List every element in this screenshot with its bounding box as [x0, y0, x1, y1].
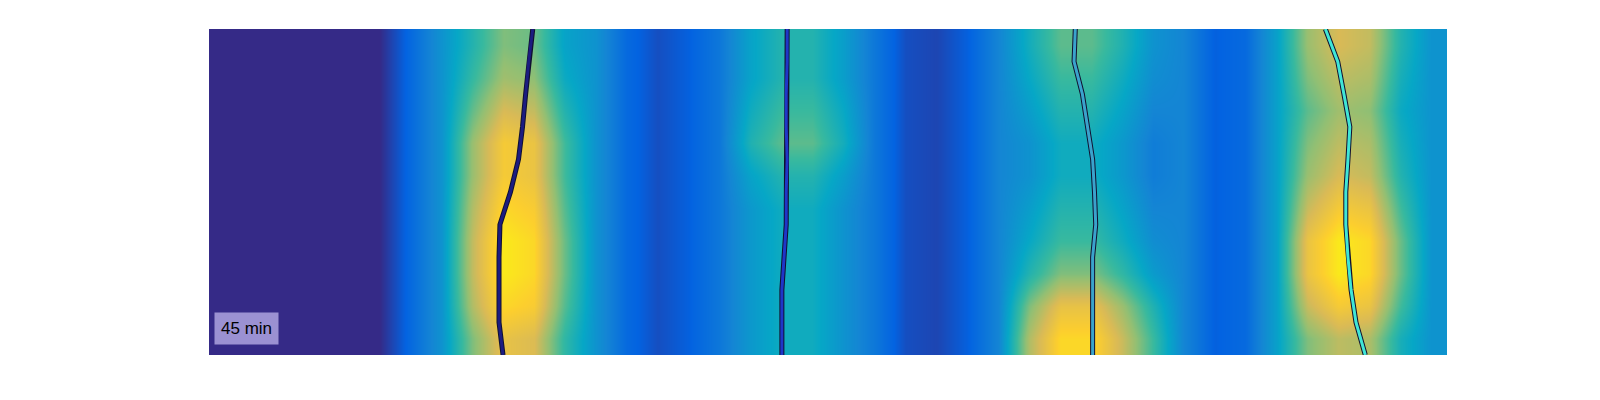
svg-text:45 min: 45 min	[221, 319, 272, 338]
